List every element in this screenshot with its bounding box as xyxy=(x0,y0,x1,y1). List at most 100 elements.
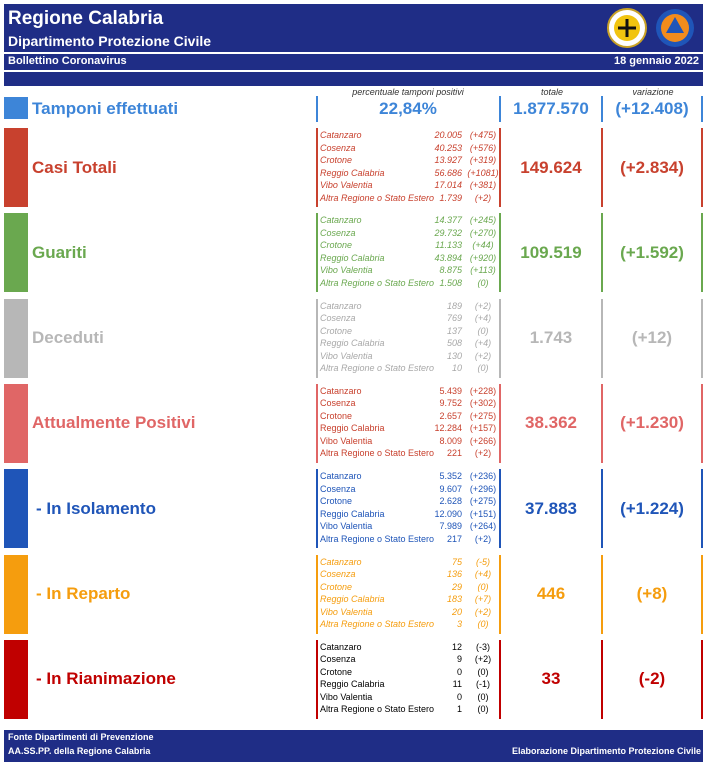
delta: (+266) xyxy=(469,435,497,446)
delta: (+44) xyxy=(472,240,494,251)
divider xyxy=(316,554,318,634)
divider xyxy=(701,469,703,549)
delta: (+157) xyxy=(469,423,497,434)
divider xyxy=(701,213,703,293)
count: 43.894 xyxy=(434,252,462,263)
row-label: Tamponi effettuati xyxy=(32,99,179,118)
divider xyxy=(316,639,318,719)
province: Cosenza xyxy=(320,142,356,153)
count: 12 xyxy=(451,641,462,652)
count: 508 xyxy=(446,338,462,349)
province: Altra Regione o Stato Estero xyxy=(320,448,435,459)
count: 0 xyxy=(456,691,462,702)
delta: (+270) xyxy=(469,227,497,238)
count: 9 xyxy=(456,654,462,665)
province: Catanzaro xyxy=(320,130,362,140)
count: 20.005 xyxy=(434,130,462,140)
delta: (+2) xyxy=(474,654,492,665)
count: 1.508 xyxy=(439,277,462,288)
count: 3 xyxy=(456,619,462,629)
province: Crotone xyxy=(320,581,353,592)
delta: (+7) xyxy=(474,594,492,604)
province: Altra Regione o Stato Estero xyxy=(320,277,435,288)
delta: (+2) xyxy=(474,533,492,544)
delta: (-3) xyxy=(476,641,490,652)
count: 136 xyxy=(446,569,462,579)
variation: (-2) xyxy=(638,669,666,689)
delta: (0) xyxy=(477,277,489,288)
divider xyxy=(316,298,318,378)
province: Altra Regione o Stato Estero xyxy=(320,704,435,715)
delta: (0) xyxy=(477,581,489,592)
province: Reggio Calabria xyxy=(320,338,385,349)
count: 12.090 xyxy=(434,508,462,519)
province: Catanzaro xyxy=(320,641,362,652)
source-2: AA.SS.PP. della Regione Calabria xyxy=(8,746,151,756)
variation: (+1.592) xyxy=(620,242,684,262)
delta: (+245) xyxy=(469,215,497,226)
divider xyxy=(701,554,703,634)
divider xyxy=(701,639,703,719)
divider xyxy=(499,128,501,207)
province: Reggio Calabria xyxy=(320,679,385,690)
province: Catanzaro xyxy=(320,471,362,482)
count: 9.607 xyxy=(439,483,462,494)
province: Catanzaro xyxy=(320,300,362,311)
delta: (+275) xyxy=(469,410,497,421)
color-block xyxy=(4,639,28,719)
divider xyxy=(499,383,501,463)
count: 221 xyxy=(446,448,462,459)
delta: (+2) xyxy=(474,448,492,459)
count: 75 xyxy=(451,556,462,567)
divider xyxy=(701,96,703,122)
count: 1 xyxy=(456,704,462,715)
delta: (+319) xyxy=(469,155,497,165)
divider xyxy=(316,469,318,549)
divider xyxy=(316,213,318,293)
province: Altra Regione o Stato Estero xyxy=(320,192,435,203)
delta: (+275) xyxy=(469,496,497,507)
divider xyxy=(701,298,703,378)
delta: (+1081) xyxy=(467,167,499,178)
province: Cosenza xyxy=(320,227,356,238)
count: 8.009 xyxy=(439,435,462,446)
province: Catanzaro xyxy=(320,556,362,567)
province: Crotone xyxy=(320,496,353,507)
count: 1.739 xyxy=(439,192,462,203)
count: 130 xyxy=(446,350,462,361)
divider xyxy=(601,554,603,634)
delta: (+4) xyxy=(474,569,492,579)
total: 1.743 xyxy=(529,328,573,348)
row-label: Attualmente Positivi xyxy=(32,413,196,433)
logos xyxy=(607,8,694,48)
province: Cosenza xyxy=(320,569,356,579)
total: 38.362 xyxy=(525,413,577,433)
delta: (+264) xyxy=(469,521,497,532)
divider xyxy=(601,469,603,549)
divider xyxy=(601,298,603,378)
count: 5.439 xyxy=(439,385,462,396)
delta: (0) xyxy=(477,619,489,629)
delta: (+113) xyxy=(470,265,496,276)
row-label: Casi Totali xyxy=(32,157,117,177)
count: 217 xyxy=(446,533,462,544)
delta: (+302) xyxy=(469,398,497,409)
count: 40.253 xyxy=(434,142,462,153)
count: 12.284 xyxy=(434,423,462,434)
count: 0 xyxy=(456,666,462,677)
divider xyxy=(499,213,501,293)
province: Crotone xyxy=(320,666,353,677)
row-label: - In Rianimazione xyxy=(36,669,176,689)
header-strip xyxy=(4,72,703,86)
province: Vibo Valentia xyxy=(320,521,373,532)
province: Cosenza xyxy=(320,654,356,665)
divider xyxy=(499,554,501,634)
province: Catanzaro xyxy=(320,215,362,226)
variation: (+1.230) xyxy=(620,413,684,433)
count: 10 xyxy=(451,363,462,374)
delta: (0) xyxy=(477,363,489,374)
delta: (+2) xyxy=(474,606,492,617)
delta: (+151) xyxy=(469,508,497,519)
province: Vibo Valentia xyxy=(320,691,373,702)
row-label: - In Reparto xyxy=(36,584,131,603)
